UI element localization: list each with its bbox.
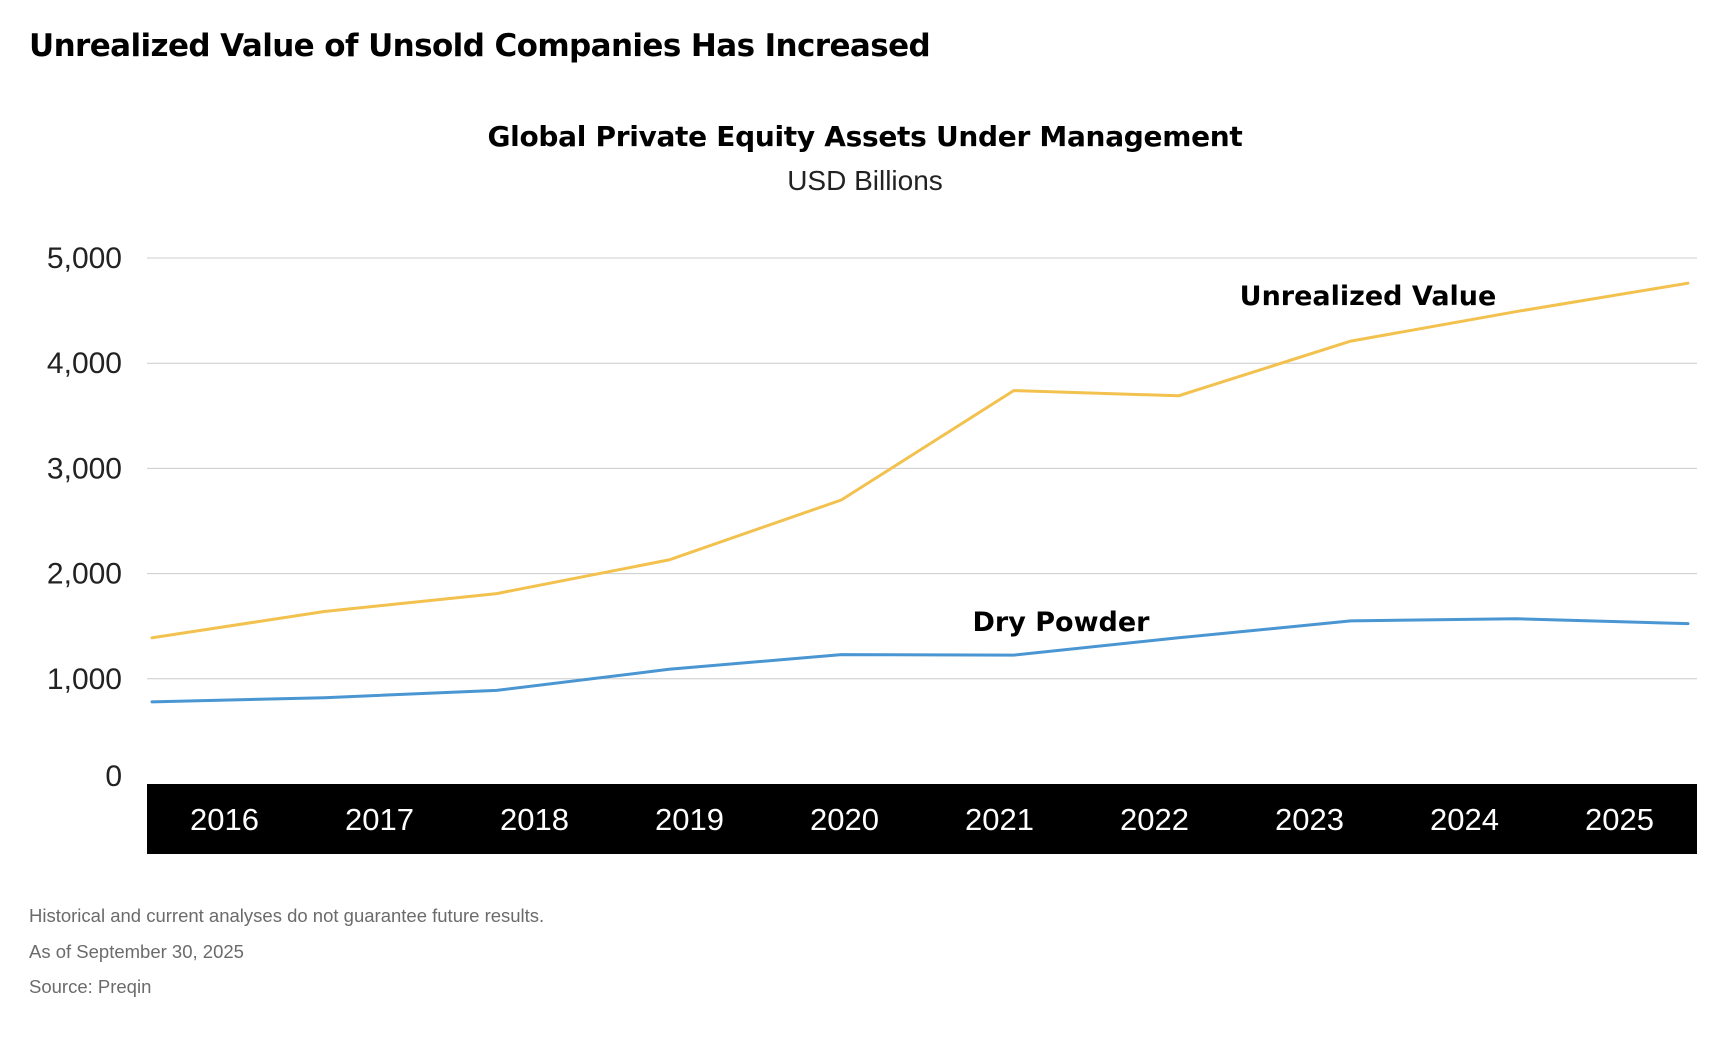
y-tick-label: 4,000 [47, 347, 122, 380]
x-tick-label: 2024 [1430, 802, 1499, 837]
chart-subtitle: USD Billions [787, 165, 943, 196]
y-tick-label: 3,000 [47, 452, 122, 485]
x-tick-label: 2017 [345, 802, 414, 837]
x-tick-label: 2025 [1585, 802, 1654, 837]
footnotes: Historical and current analyses do not g… [29, 898, 544, 1005]
chart-title: Global Private Equity Assets Under Manag… [487, 120, 1243, 153]
series-labels: Unrealized Value Dry Powder [973, 281, 1497, 638]
series-label-unrealized-value: Unrealized Value [1240, 281, 1497, 312]
series-line-dry-powder [150, 617, 1690, 704]
as-of-date-note: As of September 30, 2025 [29, 940, 244, 962]
disclaimer-note: Historical and current analyses do not g… [29, 905, 545, 926]
y-tick-label: 1,000 [47, 663, 122, 696]
x-tick-label: 2022 [1120, 802, 1189, 837]
source-note: Source: Preqin [29, 976, 152, 997]
x-tick-label: 2021 [965, 802, 1034, 837]
x-tick-label: 2019 [655, 802, 724, 837]
x-tick-label: 2018 [500, 802, 569, 837]
gridlines [147, 257, 1697, 680]
x-axis-band [147, 784, 1697, 854]
y-tick-label: 0 [105, 760, 122, 793]
series-line-unrealized-value [150, 281, 1690, 640]
y-tick-label: 5,000 [47, 242, 122, 275]
series-label-dry-powder: Dry Powder [973, 607, 1151, 638]
page-heading: Unrealized Value of Unsold Companies Has… [29, 28, 931, 64]
x-axis-tick-labels: 2016 2017 2018 2019 2020 2021 2022 2023 2024 2025 [190, 802, 1654, 837]
x-tick-label: 2020 [810, 802, 879, 837]
x-tick-label: 2016 [190, 802, 259, 837]
y-axis-tick-labels: 0 1,000 2,000 3,000 4,000 5,000 [47, 242, 122, 793]
x-tick-label: 2023 [1275, 802, 1344, 837]
series-lines [150, 281, 1690, 704]
y-tick-label: 2,000 [47, 558, 122, 591]
